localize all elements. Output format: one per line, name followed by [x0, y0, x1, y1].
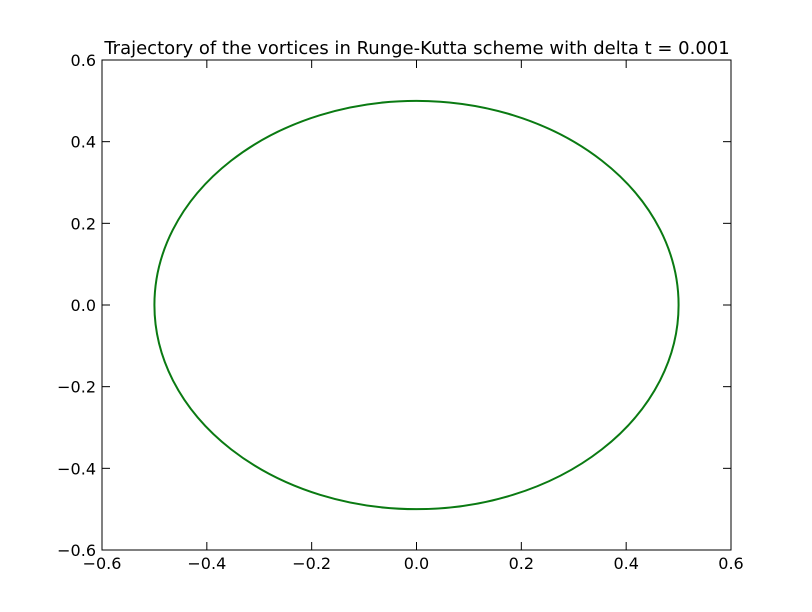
x-tick-label: 0.6 [718, 554, 743, 573]
y-tick-label: −0.2 [57, 378, 96, 397]
x-tick-label: −0.4 [187, 554, 226, 573]
y-tick-label: 0.6 [71, 51, 96, 70]
x-tick-label: 0.4 [613, 554, 638, 573]
x-tick-label: 0.0 [404, 554, 429, 573]
y-tick-label: 0.4 [71, 133, 96, 152]
x-tick-label: −0.6 [83, 554, 122, 573]
trajectory-line-0 [153, 99, 680, 511]
axes-frame [101, 59, 732, 551]
series-layer [153, 99, 680, 511]
x-tick-label: −0.2 [292, 554, 331, 573]
y-tick-label: −0.4 [57, 459, 96, 478]
x-tick-label: 0.2 [509, 554, 534, 573]
tick-layer: −0.6 −0.4 −0.2 0.0 0.2 0.4 0.6 −0.6 −0.4 −0.2 0.0 0… [57, 51, 744, 573]
y-tick-label: 0.0 [71, 296, 96, 315]
plot-area [102, 60, 731, 550]
y-tick-label: −0.6 [57, 541, 96, 560]
chart-title: Trajectory of the vortices in Runge-Kutt… [103, 38, 729, 59]
y-tick-label: 0.2 [71, 214, 96, 233]
